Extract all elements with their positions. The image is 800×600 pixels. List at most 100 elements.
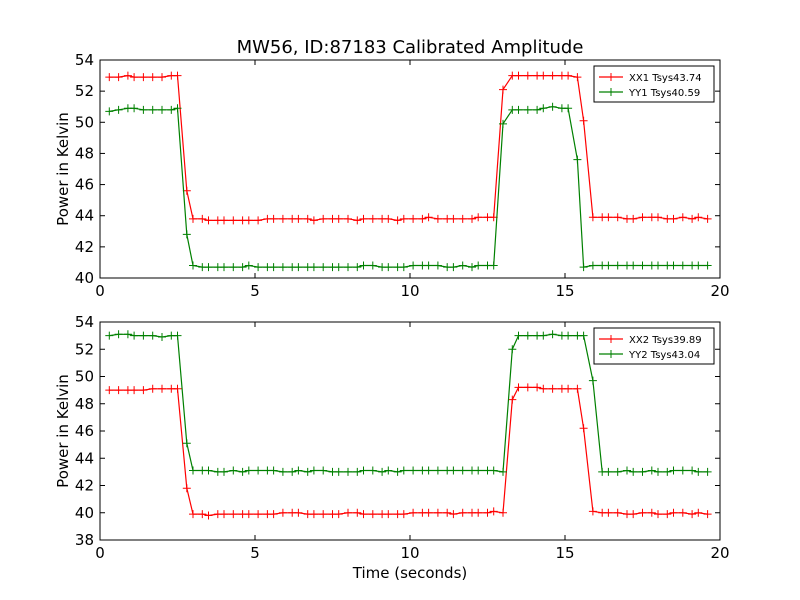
- data-point: [499, 467, 507, 476]
- data-point: [105, 386, 114, 395]
- data-point: [384, 510, 393, 519]
- data-point: [564, 331, 573, 340]
- data-point: [139, 73, 148, 82]
- data-point: [368, 261, 377, 270]
- data-point: [158, 73, 166, 82]
- x-tick-label: 5: [250, 282, 260, 300]
- data-point: [604, 213, 613, 222]
- data-point: [123, 71, 132, 80]
- data-point: [458, 508, 467, 517]
- data-point: [409, 214, 418, 223]
- top-plot-panel: 0 5 10 15 20 40 42 44 46 48 50 52 54 Power in Kelvin X…: [54, 51, 730, 300]
- data-point: [244, 466, 253, 475]
- data-point: [663, 467, 672, 476]
- data-point: [523, 331, 532, 340]
- data-point: [449, 214, 458, 223]
- data-point: [489, 507, 498, 516]
- data-point: [573, 384, 582, 393]
- data-point: [629, 467, 638, 476]
- data-point: [384, 466, 393, 475]
- data-point: [353, 508, 362, 517]
- data-point: [694, 508, 703, 517]
- data-point: [623, 466, 631, 475]
- data-point: [514, 331, 523, 340]
- data-point: [334, 467, 343, 476]
- data-point: [433, 214, 442, 223]
- series-line-2-1: [109, 386, 708, 517]
- x-tick-label: 5: [250, 544, 260, 562]
- data-point: [378, 467, 387, 476]
- data-point: [409, 508, 418, 517]
- data-point: [254, 510, 263, 519]
- data-point: [604, 508, 613, 517]
- y-tick-label: 44: [75, 449, 94, 467]
- y-tick-label: 54: [75, 313, 94, 331]
- data-point: [468, 214, 476, 223]
- data-point: [499, 508, 507, 517]
- x-tick-label: 20: [710, 282, 729, 300]
- data-point: [703, 261, 712, 270]
- data-point: [579, 263, 588, 272]
- data-point: [254, 466, 263, 475]
- data-point: [309, 216, 318, 225]
- data-point: [182, 439, 191, 448]
- data-point: [148, 105, 157, 114]
- data-point: [579, 116, 588, 125]
- data-point: [458, 214, 467, 223]
- data-point: [123, 330, 132, 339]
- data-point: [613, 261, 622, 270]
- legend: XX1 Tsys43.74 YY1 Tsys40.59: [593, 65, 715, 103]
- data-point: [182, 484, 191, 493]
- data-point: [688, 214, 697, 223]
- data-point: [508, 395, 517, 404]
- y-tick-label: 54: [75, 51, 94, 69]
- data-point: [433, 466, 442, 475]
- y-tick-label: 44: [75, 207, 94, 225]
- data-point: [204, 511, 213, 520]
- data-point: [278, 508, 287, 517]
- data-point: [114, 73, 123, 82]
- data-point: [269, 214, 278, 223]
- data-point: [694, 467, 703, 476]
- data-point: [204, 263, 213, 272]
- data-point: [613, 508, 622, 517]
- data-point: [294, 263, 303, 272]
- x-tick-label: 0: [95, 282, 105, 300]
- data-point: [588, 213, 597, 222]
- data-point: [359, 214, 368, 223]
- data-point: [303, 214, 312, 223]
- data-point: [508, 345, 517, 354]
- data-point: [399, 466, 408, 475]
- data-point: [654, 467, 662, 476]
- data-point: [548, 384, 557, 393]
- bottom-plot-panel: 0 5 10 15 20 38 40 42 44 46 48 50 52 54 Power in Kelvi…: [54, 313, 730, 562]
- data-point: [514, 71, 523, 80]
- data-point: [189, 261, 197, 270]
- data-point: [489, 466, 498, 475]
- y-tick-label: 40: [75, 504, 94, 522]
- data-point: [359, 261, 368, 270]
- data-point: [629, 214, 638, 223]
- data-point: [647, 508, 656, 517]
- data-point: [678, 213, 687, 222]
- data-point: [269, 263, 278, 272]
- data-point: [353, 467, 362, 476]
- data-point: [688, 510, 697, 519]
- data-point: [130, 386, 139, 395]
- data-point: [173, 384, 182, 393]
- data-point: [533, 105, 542, 114]
- data-point: [399, 214, 408, 223]
- data-point: [244, 216, 253, 225]
- data-point: [703, 467, 712, 476]
- data-point: [703, 510, 712, 519]
- y-tick-label: 50: [75, 113, 94, 131]
- data-point: [474, 466, 483, 475]
- data-point: [694, 261, 703, 270]
- data-point: [344, 508, 352, 517]
- data-point: [229, 216, 238, 225]
- data-point: [409, 466, 418, 475]
- data-point: [647, 466, 656, 475]
- data-point: [449, 510, 458, 519]
- data-point: [105, 73, 114, 82]
